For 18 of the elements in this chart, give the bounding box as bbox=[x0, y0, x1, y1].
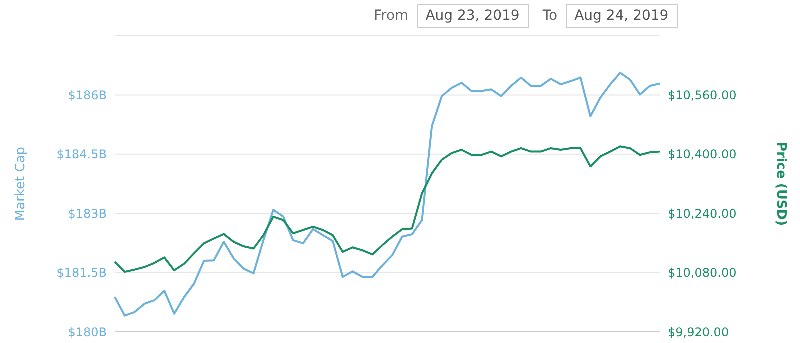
y2-tick-label: $10,080.00 bbox=[668, 266, 737, 280]
y2-tick-label: $9,920.00 bbox=[668, 325, 730, 340]
y2-axis-title: Price (USD) bbox=[773, 142, 788, 226]
y-tick-label: $186B bbox=[68, 88, 107, 102]
y2-tick-label: $10,400.00 bbox=[668, 148, 737, 162]
y-axis-title: Market Cap bbox=[14, 146, 29, 222]
y2-tick-label: $10,240.00 bbox=[668, 206, 737, 221]
y-tick-label: $180B bbox=[68, 325, 107, 340]
text: From bbox=[374, 8, 409, 24]
end-date-field: Aug 24, 2019 bbox=[566, 4, 678, 28]
y-tick-label: $183B bbox=[68, 206, 107, 221]
y-tick-label: $184.5B bbox=[56, 148, 107, 162]
y2-tick-label: $10,560.00 bbox=[668, 88, 737, 102]
text: To bbox=[542, 8, 558, 24]
start-date-field: Aug 23, 2019 bbox=[416, 4, 529, 28]
line-series bbox=[114, 72, 661, 317]
y-tick-label: $181.5B bbox=[56, 266, 107, 280]
line-series bbox=[114, 146, 661, 274]
